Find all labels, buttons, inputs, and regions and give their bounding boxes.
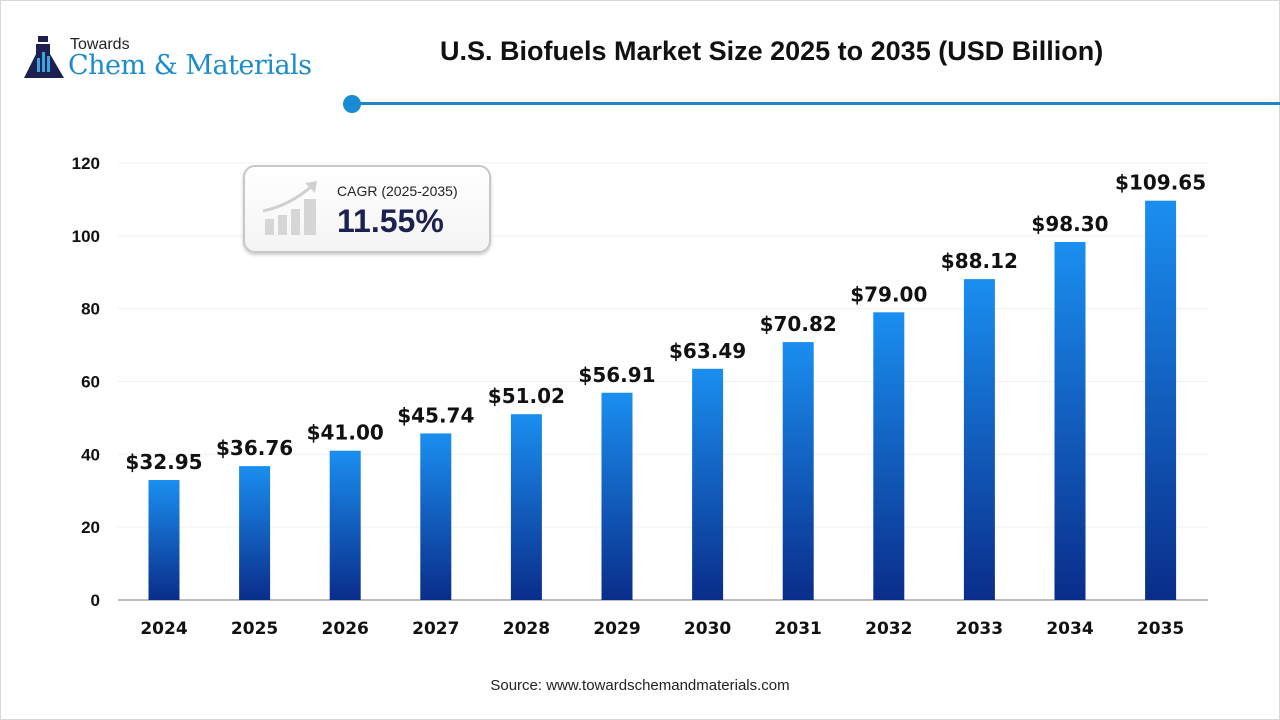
growth-chart-icon <box>262 181 317 235</box>
y-tick-label: 100 <box>72 227 100 246</box>
cagr-label: CAGR (2025-2035) <box>337 183 458 199</box>
data-label: $36.76 <box>216 436 293 460</box>
bar-2035 <box>1145 200 1177 600</box>
x-tick-label: 2032 <box>865 619 912 639</box>
data-label: $98.30 <box>1031 212 1108 236</box>
data-label: $32.95 <box>125 450 202 474</box>
data-label: $70.82 <box>760 312 837 336</box>
bar-2027 <box>420 433 452 600</box>
data-label: $45.74 <box>397 403 474 427</box>
y-tick-label: 0 <box>91 591 100 610</box>
y-tick-label: 80 <box>81 300 100 319</box>
cagr-box: CAGR (2025-2035) 11.55% <box>243 165 491 253</box>
chart-title: U.S. Biofuels Market Size 2025 to 2035 (… <box>440 36 1104 66</box>
bar-2025 <box>239 466 271 600</box>
data-label: $63.49 <box>669 339 746 363</box>
data-label: $109.65 <box>1115 171 1206 195</box>
x-tick-label: 2027 <box>412 619 459 639</box>
x-tick-label: 2026 <box>322 619 369 639</box>
bar-2034 <box>1054 242 1086 600</box>
title-divider <box>352 102 1280 105</box>
y-tick-label: 60 <box>81 373 100 392</box>
x-tick-label: 2025 <box>231 619 278 639</box>
x-tick-label: 2033 <box>956 619 1003 639</box>
divider-dot <box>343 95 361 113</box>
data-label: $79.00 <box>850 282 927 306</box>
x-tick-label: 2035 <box>1137 619 1184 639</box>
data-label: $51.02 <box>488 384 565 408</box>
y-tick-label: 40 <box>81 445 100 464</box>
x-tick-label: 2029 <box>593 619 640 639</box>
bar-2028 <box>510 414 542 600</box>
cagr-value: 11.55% <box>337 203 444 239</box>
x-tick-label: 2024 <box>140 619 187 639</box>
x-tick-label: 2031 <box>775 619 822 639</box>
bar-2024 <box>148 480 180 600</box>
logo: Towards Chem & Materials <box>24 36 312 87</box>
data-label: $41.00 <box>307 421 384 445</box>
x-tick-label: 2034 <box>1046 619 1093 639</box>
data-label: $56.91 <box>578 363 655 387</box>
x-tick-label: 2030 <box>684 619 731 639</box>
bar-2032 <box>873 312 905 600</box>
y-tick-label: 120 <box>72 154 100 173</box>
data-label: $88.12 <box>941 249 1018 273</box>
x-tick-label: 2028 <box>503 619 550 639</box>
flask-icon <box>24 36 64 78</box>
bar-2033 <box>963 279 995 600</box>
bar-2031 <box>782 342 814 600</box>
source-note: Source: www.towardschemandmaterials.com <box>490 677 790 694</box>
bar-2029 <box>601 392 633 600</box>
bar-2026 <box>329 450 361 600</box>
bar-2030 <box>692 368 724 600</box>
y-tick-label: 20 <box>81 518 100 537</box>
